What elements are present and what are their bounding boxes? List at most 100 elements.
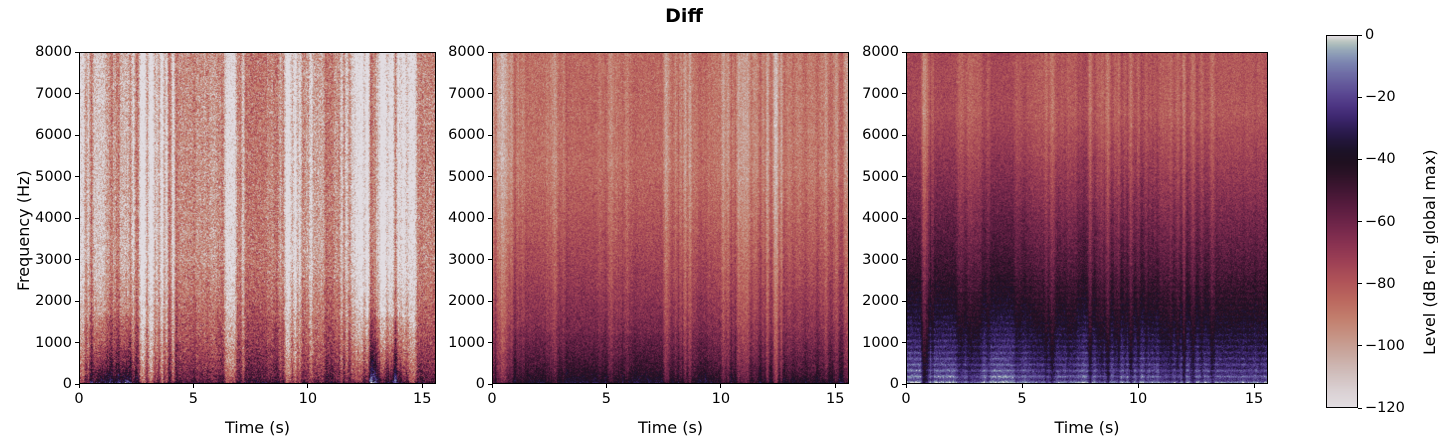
y-tick-mark-middle-7 [488, 93, 492, 95]
y-tick-mark-right-1 [902, 342, 906, 344]
x-tick-label-middle-0: 0 [487, 391, 497, 407]
y-tick-label-left-1: 1000 [35, 334, 72, 351]
y-tick-label-left-4: 4000 [35, 210, 72, 226]
y-tick-label-middle-8: 8000 [448, 44, 485, 60]
y-tick-label-right-0: 0 [889, 376, 899, 392]
x-tick-mark-left-3 [421, 384, 423, 388]
x-tick-label-right-2: 10 [1128, 391, 1148, 407]
y-tick-label-right-3: 3000 [862, 251, 899, 268]
y-tick-mark-right-7 [902, 93, 906, 95]
y-tick-label-left-0: 0 [62, 376, 72, 392]
x-tick-label-left-2: 10 [298, 391, 318, 407]
y-tick-label-right-2: 2000 [862, 293, 899, 309]
y-tick-mark-left-5 [75, 176, 79, 178]
x-tick-mark-right-1 [1021, 384, 1023, 388]
y-tick-label-middle-1: 1000 [448, 334, 485, 351]
x-tick-mark-middle-0 [491, 384, 493, 388]
y-tick-mark-right-3 [902, 259, 906, 261]
x-tick-mark-left-2 [307, 384, 309, 388]
x-axis-label-left: Time (s) [224, 418, 291, 437]
y-tick-mark-middle-4 [488, 217, 492, 219]
colorbar-tick-label-6: −120 [1365, 400, 1405, 416]
y-tick-mark-middle-6 [488, 134, 492, 136]
y-tick-label-middle-3: 3000 [448, 251, 485, 268]
colorbar-tick-mark-3 [1358, 221, 1362, 223]
x-tick-label-middle-2: 10 [711, 391, 731, 407]
x-tick-mark-right-3 [1253, 384, 1255, 388]
x-tick-label-right-1: 5 [1017, 391, 1027, 407]
figure-title: Diff [665, 5, 703, 27]
y-tick-mark-left-6 [75, 134, 79, 136]
y-tick-label-middle-5: 5000 [448, 168, 485, 185]
colorbar-tick-label-4: −80 [1365, 275, 1396, 292]
y-tick-mark-left-1 [75, 342, 79, 344]
plot-area-middle[interactable] [492, 52, 849, 384]
y-tick-label-right-1: 1000 [862, 334, 899, 351]
y-tick-mark-right-6 [902, 134, 906, 136]
x-tick-label-left-1: 5 [188, 391, 199, 407]
y-tick-mark-left-7 [75, 93, 79, 95]
y-tick-mark-middle-5 [488, 176, 492, 178]
x-tick-mark-left-0 [78, 384, 80, 388]
y-tick-label-right-8: 8000 [862, 44, 899, 60]
x-axis-label-right: Time (s) [1054, 418, 1120, 437]
x-tick-label-left-0: 0 [74, 391, 84, 407]
y-tick-mark-middle-2 [488, 300, 492, 302]
y-tick-label-middle-0: 0 [475, 376, 485, 392]
colorbar-tick-label-0: 0 [1365, 27, 1375, 43]
y-tick-label-middle-4: 4000 [448, 210, 485, 226]
spectrogram-image-middle [493, 53, 848, 383]
y-tick-mark-left-0 [75, 383, 79, 385]
x-tick-mark-middle-3 [834, 384, 836, 388]
plot-area-left[interactable] [79, 52, 436, 384]
y-tick-mark-left-8 [75, 51, 79, 53]
y-tick-label-left-3: 3000 [35, 251, 72, 268]
y-tick-mark-left-2 [75, 300, 79, 302]
colorbar-tick-label-1: −20 [1365, 89, 1396, 106]
x-tick-mark-middle-1 [605, 384, 608, 388]
x-tick-label-right-0: 0 [901, 391, 911, 407]
x-tick-label-middle-1: 5 [601, 391, 612, 407]
x-tick-mark-left-1 [192, 384, 195, 388]
colorbar-tick-mark-5 [1358, 345, 1362, 347]
x-tick-label-left-3: 15 [413, 391, 432, 407]
x-tick-label-middle-3: 15 [826, 391, 845, 407]
colorbar-tick-mark-2 [1358, 158, 1362, 160]
y-tick-mark-left-3 [75, 259, 79, 261]
y-tick-label-left-5: 5000 [35, 168, 72, 185]
y-tick-mark-middle-8 [488, 51, 492, 53]
colorbar[interactable] [1326, 35, 1358, 408]
spectrogram-image-right [907, 53, 1267, 383]
colorbar-tick-label-2: −40 [1365, 151, 1396, 168]
colorbar-label: Level (dB rel. global max) [1420, 149, 1438, 355]
colorbar-tick-mark-0 [1358, 34, 1362, 36]
y-tick-label-middle-7: 7000 [448, 85, 485, 102]
y-tick-mark-right-2 [902, 300, 906, 302]
y-tick-label-middle-2: 2000 [448, 293, 485, 309]
y-tick-mark-right-5 [902, 176, 906, 178]
y-tick-mark-middle-1 [488, 342, 492, 344]
y-tick-mark-middle-0 [488, 383, 492, 385]
x-tick-label-right-3: 15 [1244, 391, 1264, 407]
x-axis-label-middle: Time (s) [637, 418, 704, 437]
spectrogram-image-left [80, 53, 435, 383]
colorbar-tick-mark-6 [1358, 407, 1362, 409]
y-tick-label-right-7: 7000 [862, 85, 899, 102]
colorbar-tick-mark-4 [1358, 283, 1362, 285]
y-tick-label-middle-6: 6000 [448, 127, 485, 143]
y-tick-mark-middle-3 [488, 259, 492, 261]
x-tick-mark-right-0 [905, 384, 907, 388]
y-tick-label-right-4: 4000 [862, 210, 899, 226]
plot-area-right[interactable] [906, 52, 1268, 384]
y-tick-label-left-8: 8000 [35, 44, 72, 60]
colorbar-tick-label-5: −100 [1365, 337, 1405, 354]
y-axis-label-left: Frequency (Hz) [14, 170, 33, 291]
y-tick-mark-right-0 [902, 383, 906, 385]
y-tick-label-right-6: 6000 [862, 127, 899, 143]
y-tick-label-left-2: 2000 [35, 293, 72, 309]
y-tick-label-right-5: 5000 [862, 168, 899, 185]
colorbar-tick-label-3: −60 [1365, 213, 1396, 230]
y-tick-mark-right-4 [902, 217, 906, 219]
y-tick-label-left-7: 7000 [35, 85, 72, 102]
y-tick-label-left-6: 6000 [35, 127, 72, 143]
